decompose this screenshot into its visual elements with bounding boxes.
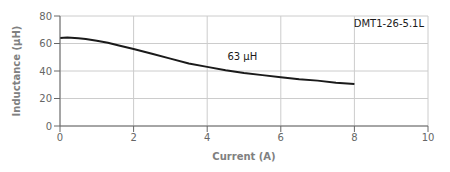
svg-text:20: 20 xyxy=(39,93,52,104)
svg-text:80: 80 xyxy=(39,11,52,22)
svg-text:8: 8 xyxy=(351,132,357,143)
svg-text:60: 60 xyxy=(39,38,52,49)
svg-text:Current (A): Current (A) xyxy=(212,151,275,162)
svg-text:0: 0 xyxy=(46,121,52,132)
svg-text:63 μH: 63 μH xyxy=(227,51,257,62)
svg-text:6: 6 xyxy=(278,132,284,143)
svg-text:DMT1-26-5.1L: DMT1-26-5.1L xyxy=(354,18,425,29)
svg-text:2: 2 xyxy=(130,132,136,143)
svg-text:Inductance (μH): Inductance (μH) xyxy=(11,26,22,117)
svg-text:4: 4 xyxy=(204,132,210,143)
svg-text:10: 10 xyxy=(422,132,435,143)
svg-text:0: 0 xyxy=(57,132,63,143)
svg-text:40: 40 xyxy=(39,66,52,77)
